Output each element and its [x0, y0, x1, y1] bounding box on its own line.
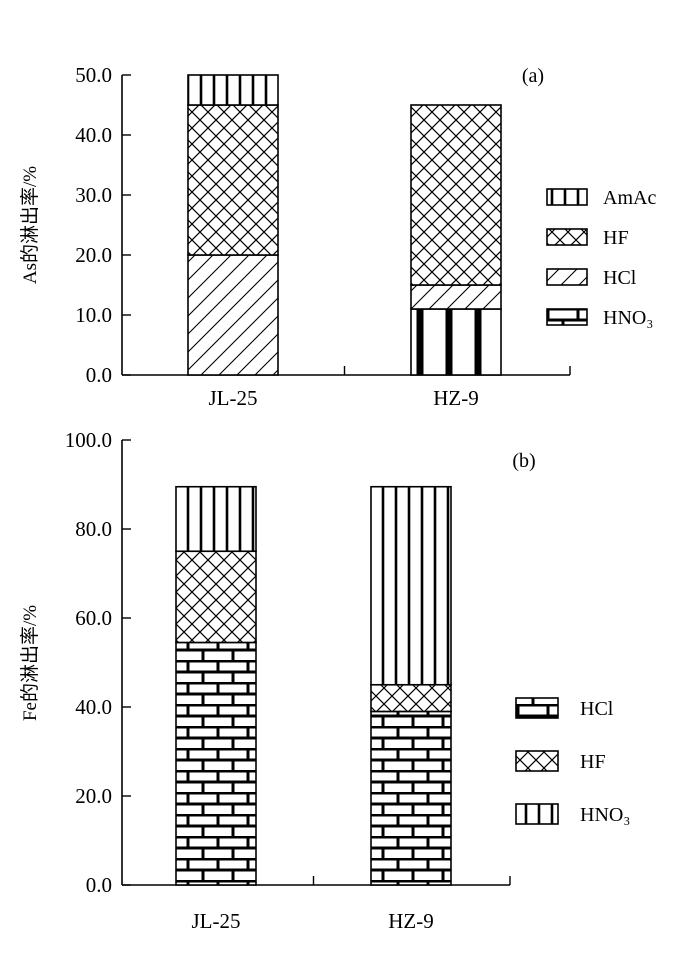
bar-segment-JL-25-HF [187, 104, 279, 256]
y-tick-label: 20.0 [75, 784, 112, 808]
bar-segment-JL-25-HCl [175, 641, 257, 886]
y-tick-label: 0.0 [86, 873, 112, 897]
panel-label: (b) [512, 450, 535, 472]
legend-label: HF [580, 751, 606, 773]
bar-segment-JL-25-HNO₃ [175, 485, 257, 553]
bar-segment-HZ-9-HF [370, 683, 452, 713]
panel-label: (a) [522, 65, 544, 87]
legend-label: HCl [580, 698, 614, 720]
legend-swatch [546, 268, 588, 286]
legend-swatch [515, 803, 559, 825]
x-tick-label: JL-25 [192, 909, 241, 933]
y-tick-label: 80.0 [75, 517, 112, 541]
y-tick-label: 30.0 [75, 183, 112, 207]
y-axis-label: As的淋出率/% [19, 166, 41, 284]
y-tick-label: 0.0 [86, 363, 112, 387]
legend-swatch [546, 308, 588, 326]
y-axis-label: Fe的淋出率/% [19, 605, 41, 721]
legend-swatch [546, 188, 588, 206]
y-tick-label: 20.0 [75, 243, 112, 267]
x-tick-label: JL-25 [209, 386, 258, 410]
y-tick-label: 40.0 [75, 695, 112, 719]
bar-segment-HZ-9-HNO₃ [410, 308, 502, 376]
legend-label: HCl [603, 267, 637, 289]
y-tick-label: 10.0 [75, 303, 112, 327]
y-tick-label: 60.0 [75, 606, 112, 630]
bar-segment-HZ-9-HF [410, 104, 502, 286]
panel-a: 0.0 10.0 20.0 30.0 40.0 50.0 As的淋出率/% (a) JL-25 H… [19, 63, 656, 410]
legend-swatch [515, 750, 559, 772]
legend-label: HNO₃ [603, 307, 653, 329]
legend-label: HF [603, 227, 629, 249]
panel-b: 0.0 20.0 40.0 60.0 80.0 100.0 Fe的淋出率/% (b) JL-25… [19, 428, 630, 933]
x-tick-label: HZ-9 [433, 386, 479, 410]
y-tick-label: 100.0 [65, 428, 112, 452]
legend-swatch [515, 697, 559, 719]
bar-segment-JL-25-HCl [187, 254, 279, 376]
y-tick-label: 40.0 [75, 123, 112, 147]
legend-label: AmAc [603, 187, 656, 209]
legend-label: HNO₃ [580, 804, 630, 826]
x-tick-label: HZ-9 [388, 909, 434, 933]
y-tick-label: 50.0 [75, 63, 112, 87]
bar-segment-HZ-9-HNO₃ [370, 485, 452, 686]
bar-segment-JL-25-AmAc [187, 74, 279, 106]
bar-segment-HZ-9-HCl [370, 710, 452, 886]
bar-segment-JL-25-HF [175, 550, 257, 644]
legend-swatch [546, 228, 588, 246]
bar-segment-HZ-9-HCl [410, 284, 502, 310]
